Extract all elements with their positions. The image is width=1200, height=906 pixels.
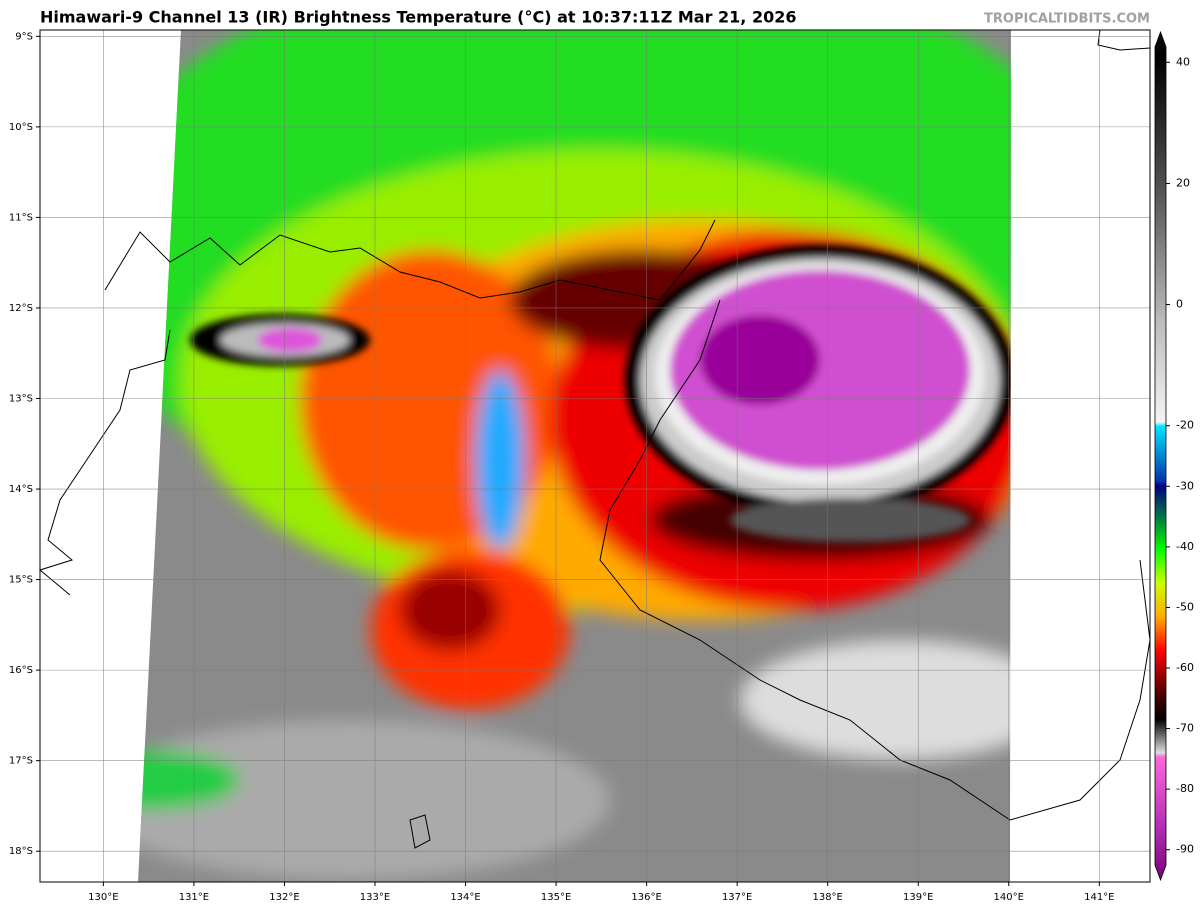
lat-tick-label: 9°S — [15, 31, 33, 42]
lat-tick-label: 16°S — [9, 665, 33, 676]
satellite-imagery — [138, 30, 1011, 882]
lon-tick-label: 139°E — [903, 892, 933, 903]
colorbar-tick-label: -40 — [1176, 540, 1194, 553]
colorbar: 40 20 0 -20 -30 -40 -50 -60 -70 -80 -90 — [1154, 30, 1194, 882]
lat-tick-label: 15°S — [9, 575, 33, 586]
colorbar-tick-label: -50 — [1176, 600, 1194, 613]
lon-tick-label: 138°E — [812, 892, 842, 903]
colorbar-tick-label: -30 — [1176, 479, 1194, 492]
coastline — [104, 219, 716, 301]
lon-tick-label: 133°E — [360, 892, 390, 903]
watermark: TROPICALTIDBITS.COM — [984, 12, 1150, 27]
lon-tick-label: 135°E — [541, 892, 571, 903]
lat-tick-label: 17°S — [9, 756, 33, 767]
lon-tick-label: 141°E — [1084, 892, 1114, 903]
colorbar-tick-label: 40 — [1176, 55, 1190, 68]
lat-tick-label: 12°S — [9, 303, 33, 314]
coastline — [599, 299, 1151, 821]
lat-tick-label: 14°S — [9, 484, 33, 495]
colorbar-tick-label: -80 — [1176, 782, 1194, 795]
lon-tick-label: 136°E — [631, 892, 661, 903]
colorbar-scale — [1154, 30, 1167, 882]
coastline — [409, 814, 431, 849]
graticule — [36, 30, 1150, 886]
lon-tick-label: 130°E — [88, 892, 118, 903]
lon-tick-label: 140°E — [994, 892, 1024, 903]
lon-tick-label: 132°E — [269, 892, 299, 903]
colorbar-tick-label: -90 — [1176, 843, 1194, 856]
lon-tick-label: 137°E — [722, 892, 752, 903]
map-frame — [39, 29, 1151, 883]
lat-tick-label: 10°S — [9, 122, 33, 133]
lat-tick-label: 13°S — [9, 394, 33, 405]
coastline — [38, 329, 171, 596]
colorbar-tick-label: -70 — [1176, 722, 1194, 735]
lat-tick-label: 18°S — [9, 846, 33, 857]
colorbar-tick-label: -60 — [1176, 661, 1194, 674]
colorbar-tick-label: 0 — [1176, 298, 1183, 311]
colorbar-tick-label: -20 — [1176, 419, 1194, 432]
lat-tick-label: 11°S — [9, 212, 33, 223]
lon-tick-label: 134°E — [450, 892, 480, 903]
lon-tick-label: 131°E — [179, 892, 209, 903]
colorbar-tick-label: 20 — [1176, 176, 1190, 189]
title: Himawari-9 Channel 13 (IR) Brightness Te… — [40, 8, 796, 27]
